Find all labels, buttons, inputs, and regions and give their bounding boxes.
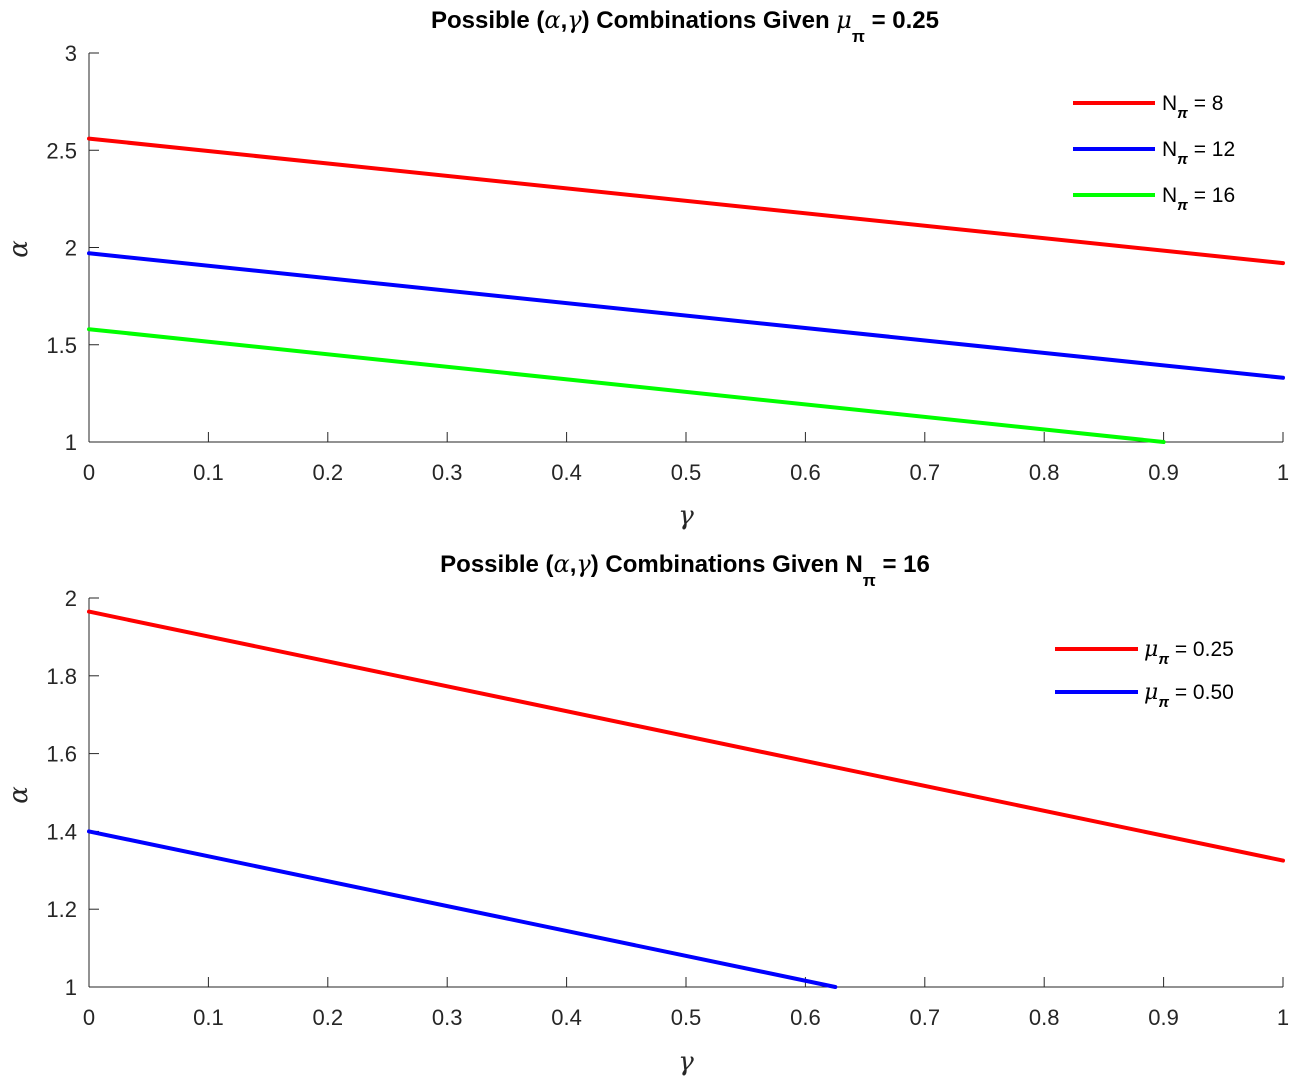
bottom-plot-legend: μπ = 0.25 μπ = 0.50 — [1055, 637, 1234, 711]
bottom-plot-series — [87, 609, 1285, 989]
top-plot-x-axis-label: γ — [678, 501, 694, 531]
bottom-plot-y-tick-label: 1.4 — [46, 819, 77, 844]
top-plot-legend-label-3: Nπ = 16 — [1162, 184, 1235, 214]
bottom-plot-x-tick-label: 0.2 — [313, 1005, 344, 1030]
bottom-plot-y-tick-label: 1 — [65, 975, 77, 1000]
bottom-plot-series-line-1 — [87, 609, 1285, 863]
top-plot-x-tick-label: 0.5 — [671, 460, 702, 485]
top-plot-y-tick-label: 2 — [65, 236, 77, 261]
bottom-plot-ticks: 0 0.1 0.2 0.3 0.4 0.5 0.6 0.7 0.8 0.9 1 1 1.2 1.4 1.6 1… — [46, 586, 1289, 1030]
bottom-plot-y-tick-label: 1.8 — [46, 664, 77, 689]
top-plot-x-tick-label: 0.3 — [432, 460, 463, 485]
bottom-plot-axes — [88, 598, 1283, 988]
bottom-plot-x-tick-label: 0.9 — [1148, 1005, 1179, 1030]
top-plot-y-tick-label: 2.5 — [46, 138, 77, 163]
top-plot-x-tick-label: 0.9 — [1148, 460, 1179, 485]
top-plot-legend: Nπ = 8 Nπ = 12 Nπ = 16 — [1073, 92, 1235, 214]
bottom-plot-title: Possible (α,γ) Combinations Given Nπ = 1… — [440, 550, 930, 590]
top-plot-x-tick-label: 1 — [1277, 460, 1289, 485]
bottom-plot-x-axis-label: γ — [678, 1047, 694, 1077]
bottom-plot-legend-label-2: μπ = 0.50 — [1144, 680, 1234, 711]
top-plot-x-tick-label: 0.6 — [790, 460, 821, 485]
bottom-plot-y-tick-label: 2 — [65, 586, 77, 611]
bottom-plot-x-tick-label: 0 — [83, 1005, 95, 1030]
bottom-plot-y-axis-label: α — [4, 786, 34, 804]
top-plot: Possible (α,γ) Combinations Given μπ = 0… — [4, 6, 1289, 531]
top-plot-x-tick-label: 0.1 — [193, 460, 224, 485]
top-plot-y-tick-label: 1.5 — [46, 333, 77, 358]
top-plot-axes — [88, 53, 1283, 443]
top-plot-x-tick-label: 0.8 — [1029, 460, 1060, 485]
bottom-plot-x-tick-label: 0.3 — [432, 1005, 463, 1030]
top-plot-y-axis-label: α — [4, 240, 34, 258]
top-plot-series-line-1 — [87, 136, 1285, 266]
top-plot-x-tick-label: 0.2 — [313, 460, 344, 485]
bottom-plot-x-tick-label: 0.6 — [790, 1005, 821, 1030]
bottom-plot-y-tick-label: 1.6 — [46, 742, 77, 767]
top-plot-series-line-2 — [87, 251, 1285, 380]
bottom-plot-x-tick-label: 0.8 — [1029, 1005, 1060, 1030]
top-plot-legend-label-2: Nπ = 12 — [1162, 138, 1235, 168]
bottom-plot-x-tick-label: 0.1 — [193, 1005, 224, 1030]
bottom-plot-series-line-2 — [87, 829, 838, 989]
top-plot-legend-label-1: Nπ = 8 — [1162, 92, 1223, 122]
top-plot-series — [87, 136, 1285, 444]
top-plot-title: Possible (α,γ) Combinations Given μπ = 0… — [431, 6, 939, 46]
top-plot-x-tick-label: 0.7 — [910, 460, 941, 485]
bottom-plot-x-tick-label: 0.7 — [910, 1005, 941, 1030]
bottom-plot-x-tick-label: 0.5 — [671, 1005, 702, 1030]
top-plot-y-tick-label: 1 — [65, 430, 77, 455]
bottom-plot: Possible (α,γ) Combinations Given Nπ = 1… — [4, 550, 1289, 1077]
bottom-plot-legend-label-1: μπ = 0.25 — [1144, 637, 1234, 668]
top-plot-series-line-3 — [87, 327, 1166, 444]
bottom-plot-x-tick-label: 1 — [1277, 1005, 1289, 1030]
bottom-plot-x-tick-label: 0.4 — [551, 1005, 582, 1030]
top-plot-x-tick-label: 0 — [83, 460, 95, 485]
top-plot-ticks: 0 0.1 0.2 0.3 0.4 0.5 0.6 0.7 0.8 0.9 1 1 1.5 2 2.5 3 — [46, 41, 1289, 485]
top-plot-y-tick-label: 3 — [65, 41, 77, 66]
bottom-plot-y-tick-label: 1.2 — [46, 897, 77, 922]
top-plot-x-tick-label: 0.4 — [551, 460, 582, 485]
